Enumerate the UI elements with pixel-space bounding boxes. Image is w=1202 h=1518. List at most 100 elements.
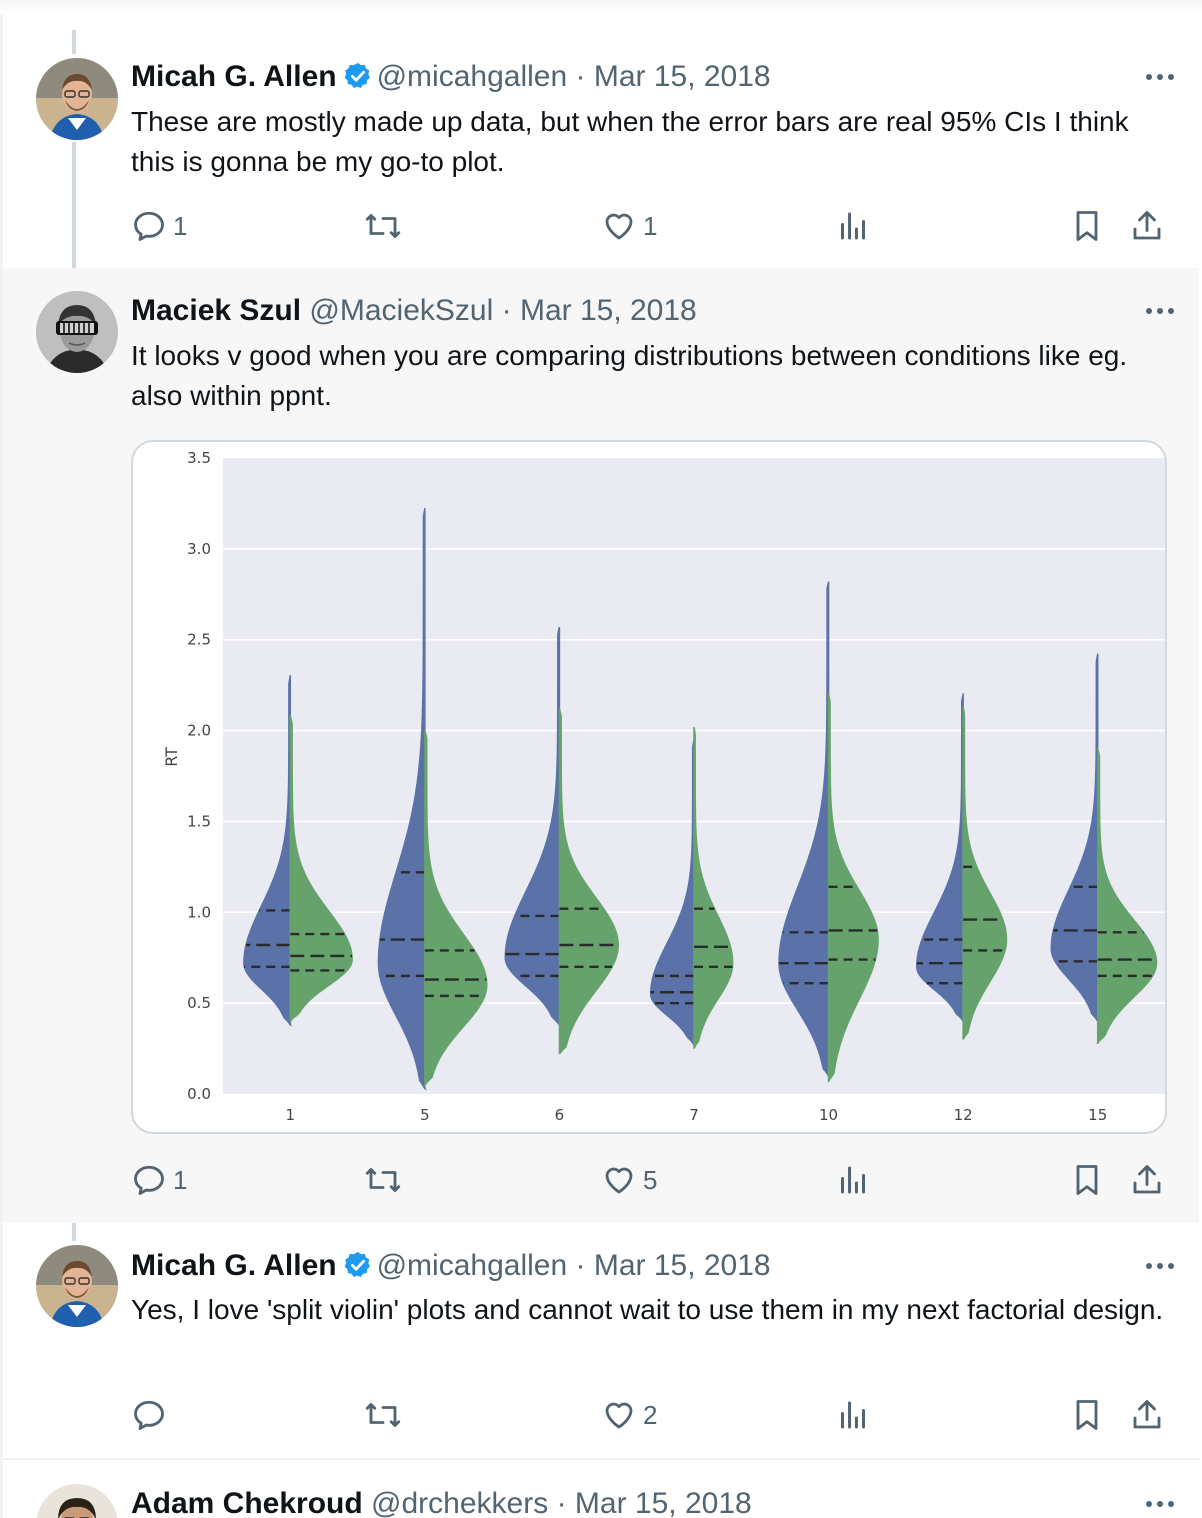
y-tick-label: 2.0: [187, 722, 211, 740]
retweet-icon: [365, 1168, 401, 1192]
author-name[interactable]: Micah G. Allen: [131, 60, 337, 93]
share-icon: [1133, 211, 1161, 240]
share-icon: [1133, 1400, 1161, 1429]
like-count: 1: [643, 210, 658, 241]
heart-icon: [605, 213, 633, 240]
like-button[interactable]: 2: [601, 1395, 657, 1435]
views-button[interactable]: [835, 206, 871, 246]
reply-count: 1: [173, 1164, 188, 1195]
avatar-micah-image: [36, 58, 118, 140]
violin-left-cat-5: [377, 508, 427, 1090]
heart-icon: [605, 1402, 633, 1429]
separator-dot: ·: [556, 1487, 567, 1518]
bookmark-icon: [1076, 1165, 1098, 1195]
tweet-header: Micah G. Allen @micahgallen · Mar 15, 201…: [131, 1246, 1199, 1286]
share-icon: [1133, 1165, 1161, 1194]
verified-badge-icon: [343, 61, 373, 102]
reply-button[interactable]: 1: [131, 1160, 187, 1200]
tweet-4[interactable]: Adam Chekroud @drchekkers · Mar 15, 2018: [3, 1460, 1199, 1518]
separator-dot: ·: [575, 1249, 586, 1282]
tweet-date[interactable]: Mar 15, 2018: [593, 60, 771, 93]
verified-badge-icon: [343, 1250, 373, 1291]
violin-left-cat-1: [243, 674, 292, 1027]
views-button[interactable]: [835, 1395, 871, 1435]
author-handle[interactable]: @drchekkers: [371, 1487, 549, 1518]
views-icon: [841, 1166, 865, 1194]
thread-line: [72, 30, 76, 54]
y-tick-label: 2.5: [187, 631, 211, 649]
reply-count: 1: [173, 210, 188, 241]
retweet-button[interactable]: [363, 1395, 409, 1435]
bookmark-button[interactable]: [1069, 1395, 1105, 1435]
author-handle[interactable]: @micahgallen: [376, 60, 568, 93]
tweet-1[interactable]: Micah G. Allen @micahgallen · Mar 15, 201…: [3, 40, 1199, 268]
action-bar: 1 5: [131, 1160, 1171, 1200]
y-tick-label: 3.0: [187, 540, 211, 558]
x-tick-label: 12: [954, 1106, 973, 1124]
violin-left-cat-7: [649, 739, 695, 1048]
views-button[interactable]: [835, 1160, 871, 1200]
violin-left-cat-10: [778, 581, 830, 1078]
reply-icon: [134, 1165, 164, 1195]
violin-right-cat-12: [962, 705, 1008, 1040]
like-button[interactable]: 1: [601, 206, 657, 246]
split-violin-chart: 0.00.51.01.52.02.53.03.51 5 6 7 10 12 15 RT: [162, 449, 1165, 1124]
avatar-micah-image: [36, 1245, 118, 1327]
y-tick-label: 0.0: [187, 1085, 211, 1103]
author-name[interactable]: Micah G. Allen: [131, 1249, 337, 1282]
bookmark-button[interactable]: [1069, 1160, 1105, 1200]
tweet-date[interactable]: Mar 15, 2018: [519, 294, 697, 327]
attached-chart-image[interactable]: 0.0 0.5 1.0 1.5 2.0 2.5 3.0 3.5 1 5 6 7 10 12 15 RT: [131, 440, 1167, 1134]
reply-button[interactable]: 1: [131, 206, 187, 246]
avatar-adam-image: [36, 1484, 118, 1518]
views-icon: [841, 1401, 865, 1429]
like-button[interactable]: 5: [601, 1160, 657, 1200]
retweet-button[interactable]: [363, 1160, 409, 1200]
author-name[interactable]: Maciek Szul: [131, 294, 302, 327]
y-axis-label: RT: [162, 747, 181, 767]
tweet-date[interactable]: Mar 15, 2018: [574, 1487, 752, 1518]
tweet-text: These are mostly made up data, but when …: [131, 106, 1129, 177]
more-icon[interactable]: [1143, 1494, 1177, 1514]
more-icon[interactable]: [1143, 67, 1177, 87]
bookmark-button[interactable]: [1069, 206, 1105, 246]
retweet-icon: [365, 1403, 401, 1427]
author-handle[interactable]: @micahgallen: [376, 1249, 568, 1282]
x-tick-label: 5: [420, 1106, 430, 1124]
tweet-divider: [3, 1458, 1199, 1460]
tweet-date[interactable]: Mar 15, 2018: [593, 1249, 771, 1282]
y-tick-label: 1.5: [187, 812, 211, 830]
avatar-maciek-image: [36, 291, 118, 373]
tweet-2[interactable]: Maciek Szul @MaciekSzul · Mar 15, 2018 I…: [3, 268, 1199, 1223]
x-tick-label: 6: [555, 1106, 565, 1124]
avatar[interactable]: [36, 1484, 118, 1518]
author-name[interactable]: Adam Chekroud: [131, 1487, 363, 1518]
avatar[interactable]: [36, 291, 118, 373]
avatar[interactable]: [36, 58, 118, 140]
tweet-text: It looks v good when you are comparing d…: [131, 340, 1128, 411]
avatar[interactable]: [36, 1245, 118, 1327]
x-tick-label: 15: [1088, 1106, 1107, 1124]
bookmark-icon: [1076, 1400, 1098, 1430]
share-button[interactable]: [1129, 1395, 1165, 1435]
share-button[interactable]: [1129, 1160, 1165, 1200]
more-icon[interactable]: [1143, 301, 1177, 321]
reply-button[interactable]: [131, 1395, 173, 1435]
views-icon: [841, 212, 865, 240]
tweet-3[interactable]: Micah G. Allen @micahgallen · Mar 15, 201…: [3, 1223, 1199, 1458]
separator-dot: ·: [575, 60, 586, 93]
more-icon[interactable]: [1143, 1256, 1177, 1276]
retweet-button[interactable]: [363, 206, 409, 246]
violin-right-cat-1: [289, 714, 353, 1024]
share-button[interactable]: [1129, 206, 1165, 246]
reply-icon: [134, 211, 164, 241]
action-bar: 1 1: [131, 206, 1171, 246]
separator-dot: ·: [501, 294, 512, 327]
author-handle[interactable]: @MaciekSzul: [309, 294, 494, 327]
violin-right-cat-6: [558, 708, 619, 1055]
axis-ticks: 0.00.51.01.52.02.53.03.51 5 6 7 10 12 15: [187, 449, 1107, 1124]
violin-right-cat-10: [827, 692, 879, 1083]
violin-right-cat-15: [1096, 746, 1158, 1044]
bookmark-icon: [1076, 211, 1098, 241]
